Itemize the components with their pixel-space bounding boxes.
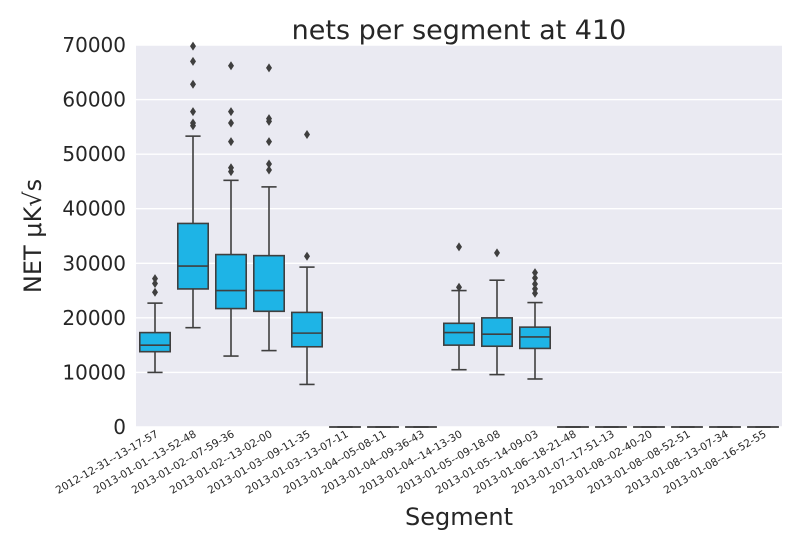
outlier-3-2 bbox=[266, 137, 272, 147]
boxes bbox=[139, 41, 779, 428]
y-tick-label-7: 70000 bbox=[62, 33, 126, 57]
outlier-9-0 bbox=[494, 248, 500, 258]
outlier-1-4 bbox=[190, 56, 196, 66]
box-group-10 bbox=[518, 268, 551, 380]
outlier-4-1 bbox=[304, 129, 310, 139]
outlier-8-0 bbox=[456, 282, 462, 292]
box-group-0 bbox=[139, 274, 172, 374]
y-tick-label-3: 30000 bbox=[62, 251, 126, 275]
y-tick-labels: 0 10000 20000 30000 40000 50000 60000 70000 bbox=[62, 33, 126, 439]
y-tick-label-1: 10000 bbox=[62, 360, 126, 384]
outlier-1-2 bbox=[190, 107, 196, 117]
outlier-3-0 bbox=[266, 165, 272, 175]
box-group-8 bbox=[442, 242, 475, 371]
box-2 bbox=[215, 253, 248, 310]
y-tick-label-0: 0 bbox=[113, 415, 126, 439]
box-9 bbox=[480, 317, 513, 348]
outlier-8-1 bbox=[456, 242, 462, 252]
y-axis-label: NET μK√s bbox=[19, 179, 47, 293]
outlier-0-2 bbox=[152, 274, 158, 284]
outlier-2-5 bbox=[228, 61, 234, 71]
outlier-10-2 bbox=[532, 279, 538, 289]
x-axis-label: Segment bbox=[405, 503, 513, 531]
outlier-3-4 bbox=[266, 114, 272, 124]
box-1 bbox=[177, 222, 210, 290]
y-tick-label-2: 20000 bbox=[62, 306, 126, 330]
outlier-2-2 bbox=[228, 137, 234, 147]
outlier-3-1 bbox=[266, 159, 272, 169]
box-0 bbox=[139, 331, 172, 353]
box-group-9 bbox=[480, 248, 513, 376]
outlier-10-3 bbox=[532, 273, 538, 283]
outlier-2-4 bbox=[228, 107, 234, 117]
box-8 bbox=[442, 322, 475, 346]
x-tick-labels: 2012-12-31--13-17-572013-01-01--13-52-48… bbox=[54, 428, 769, 497]
outlier-1-3 bbox=[190, 79, 196, 89]
box-group-1 bbox=[177, 41, 210, 329]
outlier-10-4 bbox=[532, 268, 538, 278]
box-3 bbox=[253, 254, 286, 313]
outlier-0-0 bbox=[152, 287, 158, 297]
outlier-3-5 bbox=[266, 63, 272, 73]
y-tick-label-6: 60000 bbox=[62, 88, 126, 112]
box-10 bbox=[518, 326, 551, 350]
chart-title: nets per segment at 410 bbox=[292, 15, 627, 46]
y-tick-label-4: 40000 bbox=[62, 197, 126, 221]
outlier-1-1 bbox=[190, 118, 196, 128]
box-group-3 bbox=[253, 63, 286, 352]
outlier-1-5 bbox=[190, 41, 196, 51]
box-group-4 bbox=[290, 129, 323, 386]
outlier-0-1 bbox=[152, 278, 158, 288]
outlier-4-0 bbox=[304, 251, 310, 261]
outlier-10-1 bbox=[532, 284, 538, 294]
outlier-2-1 bbox=[228, 163, 234, 173]
box-group-2 bbox=[215, 61, 248, 357]
y-tick-label-5: 50000 bbox=[62, 142, 126, 166]
outlier-2-3 bbox=[228, 118, 234, 128]
box-4 bbox=[290, 311, 323, 348]
